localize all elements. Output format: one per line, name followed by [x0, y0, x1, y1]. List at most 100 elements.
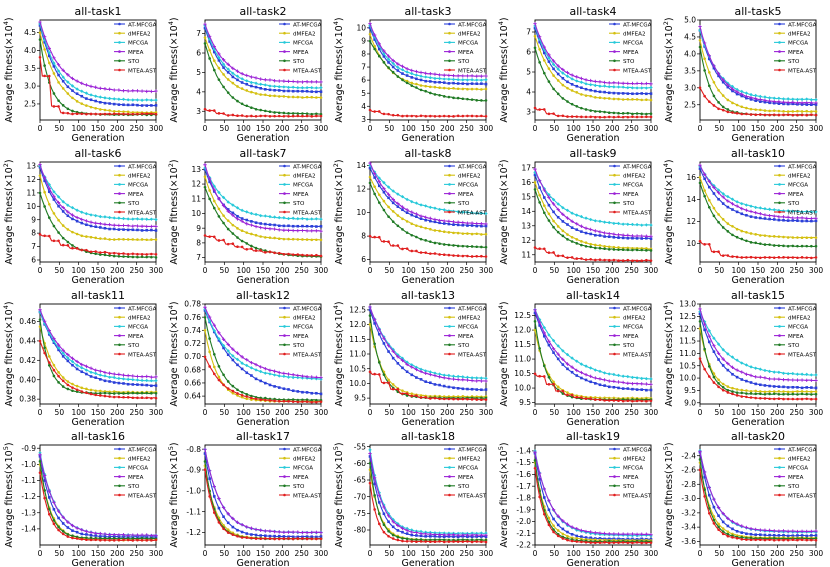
legend-entry: AT-MFCGA	[609, 164, 652, 170]
data-point	[112, 390, 116, 393]
data-point	[607, 245, 611, 249]
x-tick-label: 50	[715, 124, 725, 133]
y-tick-label: 12.0	[514, 326, 531, 335]
data-point	[442, 77, 446, 81]
data-point	[222, 346, 225, 350]
data-point	[796, 393, 799, 396]
data-point	[749, 209, 753, 214]
data-point	[66, 526, 70, 529]
data-point	[268, 368, 272, 372]
data-point	[268, 236, 272, 239]
data-point	[786, 534, 790, 538]
x-tick-label: 0	[38, 549, 43, 558]
data-point	[112, 102, 116, 106]
data-point	[461, 223, 465, 227]
data-point	[254, 362, 258, 367]
legend-entry: STO	[444, 201, 470, 207]
legend-label: MFCGA	[128, 183, 148, 189]
data-point	[768, 113, 771, 117]
data-point	[419, 534, 423, 538]
data-point	[149, 533, 154, 538]
data-point	[310, 85, 314, 90]
data-point	[475, 78, 479, 82]
x-tick-label: 100	[237, 408, 252, 417]
data-point	[245, 210, 249, 214]
data-point	[373, 44, 376, 48]
legend-label: MTEA-AST	[788, 493, 817, 499]
data-point	[730, 355, 735, 359]
data-point	[744, 94, 749, 99]
data-point	[415, 82, 418, 86]
y-tick-label: 0.38	[19, 395, 36, 404]
data-point	[414, 201, 419, 205]
legend-label: MTEA-AST	[788, 210, 817, 216]
data-point	[103, 237, 107, 240]
data-point	[542, 45, 546, 49]
data-point	[47, 186, 51, 191]
legend-label: dMFEA2	[293, 457, 316, 463]
data-point	[777, 529, 781, 533]
data-point	[475, 82, 479, 86]
legend-marker	[778, 493, 781, 497]
legend-label: MFEA	[623, 475, 639, 481]
data-point	[603, 235, 606, 238]
data-point	[122, 112, 125, 116]
data-point	[759, 390, 762, 393]
y-tick-label: 3	[196, 107, 201, 116]
data-point	[442, 538, 446, 542]
data-point	[617, 537, 620, 541]
data-point	[475, 211, 479, 215]
data-point	[635, 376, 639, 380]
y-tick-label: 11.0	[514, 355, 531, 364]
legend-label: MTEA-AST	[623, 210, 652, 216]
data-point	[730, 365, 735, 370]
data-point	[744, 372, 749, 377]
data-point	[66, 73, 70, 77]
data-point	[721, 192, 725, 196]
legend-label: MTEA-AST	[458, 493, 487, 499]
data-point	[103, 112, 107, 116]
data-point	[607, 541, 611, 545]
data-point	[410, 84, 414, 87]
data-point	[726, 81, 730, 85]
legend-entry: AT-MFCGA	[609, 22, 652, 28]
data-point	[231, 389, 235, 393]
data-point	[580, 93, 583, 96]
data-point	[263, 226, 268, 231]
data-point	[272, 84, 277, 89]
y-tick-label: -1.1	[21, 476, 36, 485]
data-point	[145, 535, 149, 539]
data-point	[319, 229, 323, 233]
y-tick-label: -60	[354, 459, 366, 468]
data-point	[154, 375, 158, 379]
data-point	[301, 112, 304, 115]
data-point	[310, 398, 314, 402]
data-point	[103, 537, 107, 540]
data-point	[809, 529, 814, 534]
data-point	[71, 382, 74, 386]
data-point	[75, 247, 79, 250]
data-point	[461, 375, 465, 379]
data-point	[231, 347, 235, 351]
data-point	[470, 398, 474, 401]
data-point	[43, 234, 46, 238]
data-point	[461, 387, 465, 391]
y-tick-label: 10.0	[349, 379, 366, 388]
legend-label: AT-MFCGA	[623, 447, 652, 453]
legend-label: AT-MFCGA	[293, 164, 322, 170]
data-point	[136, 391, 139, 395]
data-point	[221, 62, 226, 66]
data-point	[649, 92, 653, 95]
y-tick-label: 13	[26, 162, 36, 171]
data-point	[240, 87, 244, 90]
data-point	[410, 394, 414, 398]
data-point	[561, 114, 565, 118]
data-point	[466, 97, 469, 101]
data-point	[552, 380, 555, 384]
data-point	[396, 538, 400, 542]
data-point	[475, 98, 479, 102]
data-point	[291, 389, 295, 393]
x-tick-label: 150	[586, 408, 601, 417]
data-point	[226, 242, 230, 246]
legend-marker	[778, 352, 781, 356]
